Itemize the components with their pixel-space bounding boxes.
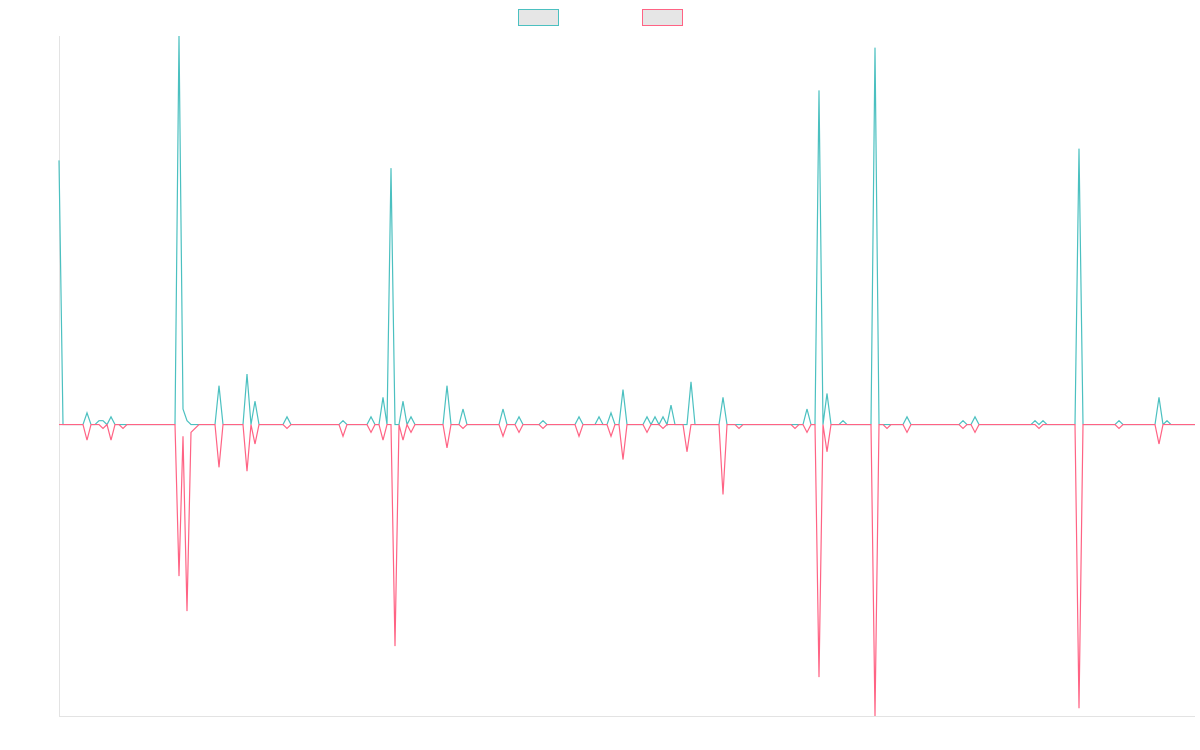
legend-swatch [642, 9, 683, 26]
series-line [58, 35, 1195, 427]
legend-swatch [518, 9, 559, 26]
series-line [59, 422, 1195, 717]
